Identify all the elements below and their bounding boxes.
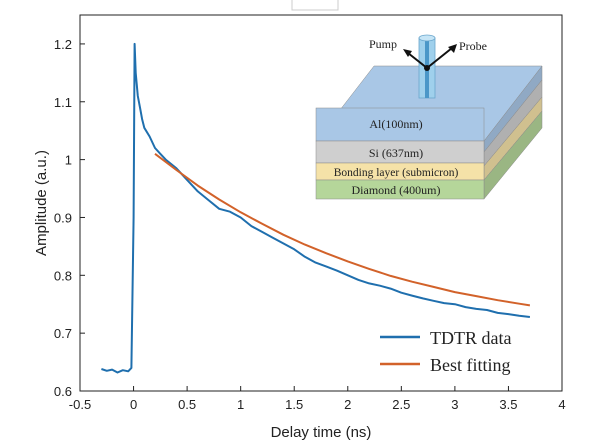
layer-al-front [315,107,485,142]
y-tick-label: 1.1 [54,95,72,110]
layer-si-label: Si (637nm) [369,146,423,160]
x-tick-label: 0 [130,397,137,412]
x-tick-label: 0.5 [178,397,196,412]
y-tick-label: 0.9 [54,210,72,225]
beam-spot [424,65,430,71]
layer-diamond-label: Diamond (400um) [352,183,441,197]
x-tick-label: 1 [237,397,244,412]
legend-label-tdtr: TDTR data [430,328,511,348]
layer-bond-label: Bonding layer (submicron) [334,167,459,179]
series-best-fitting-line [154,153,531,307]
probe-arrowhead-icon [448,44,457,53]
y-tick-label: 1.2 [54,37,72,52]
x-tick-label: 2 [344,397,351,412]
probe-arrow [426,47,453,69]
x-tick-label: 1.5 [285,397,303,412]
x-tick-label: 2.5 [392,397,410,412]
y-axis: 0.6 0.7 0.8 0.9 1 1.1 1.2 [54,37,85,399]
layer-diamond-front [315,179,485,200]
x-axis: -0.5 0 0.5 1 1.5 2 2.5 3 3.5 4 [69,386,566,412]
x-tick-label: 3.5 [499,397,517,412]
y-tick-label: 1 [65,153,72,168]
x-tick-label: 4 [558,397,565,412]
x-tick-label: -0.5 [69,397,91,412]
y-tick-label: 0.6 [54,384,72,399]
series-tdtr-data-line [101,42,531,374]
x-axis-label: Delay time (ns) [271,424,372,441]
top-tab-artifact [291,0,339,11]
y-tick-label: 0.8 [54,268,72,283]
pump-arrowhead-icon [403,49,412,57]
probe-label: Probe [459,39,487,53]
beam-top [418,34,436,42]
sample-schematic: Al(100nm) Si (637nm) Bonding layer (subm… [315,34,543,200]
x-tick-label: 3 [451,397,458,412]
legend: TDTR data Best fitting [380,328,511,375]
pump-label: Pump [369,37,397,51]
pump-arrow [407,52,428,69]
y-tick-label: 0.7 [54,326,72,341]
y-axis-label: Amplitude (a.u.) [33,150,50,256]
legend-label-fit: Best fitting [430,355,511,375]
layer-al-label: Al(100nm) [369,117,422,131]
